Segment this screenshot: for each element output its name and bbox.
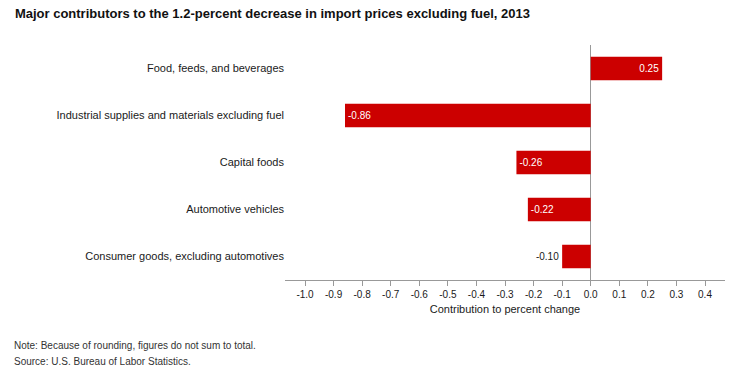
svg-text:Source: U.S. Bureau of Labor S: Source: U.S. Bureau of Labor Statistics.	[14, 356, 191, 367]
svg-text:-0.86: -0.86	[348, 110, 371, 121]
svg-text:-0.26: -0.26	[519, 157, 542, 168]
svg-text:-0.8: -0.8	[354, 289, 372, 300]
svg-text:Consumer goods, excluding auto: Consumer goods, excluding automotives	[85, 250, 284, 262]
svg-text:Note: Because of rounding, fig: Note: Because of rounding, figures do no…	[14, 340, 256, 351]
svg-text:0.0: 0.0	[584, 289, 598, 300]
svg-text:Automotive vehicles: Automotive vehicles	[186, 203, 284, 215]
svg-text:Major contributors to the 1.2-: Major contributors to the 1.2-percent de…	[15, 6, 530, 21]
svg-text:Industrial supplies and materi: Industrial supplies and materials exclud…	[57, 109, 284, 121]
svg-text:0.25: 0.25	[639, 63, 659, 74]
svg-text:-0.3: -0.3	[496, 289, 514, 300]
svg-text:-0.5: -0.5	[439, 289, 457, 300]
svg-text:-0.10: -0.10	[536, 251, 559, 262]
svg-text:-0.4: -0.4	[468, 289, 486, 300]
svg-text:0.2: 0.2	[641, 289, 655, 300]
svg-text:0.3: 0.3	[669, 289, 683, 300]
svg-text:-0.22: -0.22	[531, 204, 554, 215]
svg-text:Contribution to percent change: Contribution to percent change	[430, 303, 580, 315]
svg-text:-0.2: -0.2	[525, 289, 543, 300]
svg-text:-0.7: -0.7	[382, 289, 400, 300]
svg-text:-0.1: -0.1	[554, 289, 572, 300]
svg-text:-0.6: -0.6	[411, 289, 429, 300]
svg-text:Capital foods: Capital foods	[220, 156, 285, 168]
svg-text:0.1: 0.1	[612, 289, 626, 300]
svg-text:-1.0: -1.0	[296, 289, 314, 300]
svg-text:0.4: 0.4	[698, 289, 712, 300]
svg-text:Food, feeds, and beverages: Food, feeds, and beverages	[147, 62, 284, 74]
svg-text:-0.9: -0.9	[325, 289, 343, 300]
